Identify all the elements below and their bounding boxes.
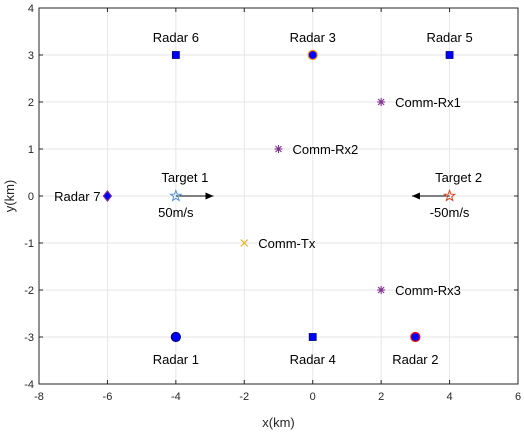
- point-label: Target 2: [435, 170, 482, 185]
- marker-stroke: [377, 286, 385, 294]
- point-target-1: [169, 189, 183, 202]
- x-tick-label: -6: [103, 391, 113, 403]
- point-radar-5: [445, 51, 454, 59]
- point-label: Radar 4: [290, 352, 336, 367]
- point-target-2: [442, 189, 457, 202]
- point-radar-3: [307, 49, 318, 61]
- x-axis-label: x(km): [262, 415, 295, 430]
- point-label: Comm-Rx1: [395, 95, 461, 110]
- y-tick-label: -4: [24, 379, 34, 391]
- y-tick-label: -1: [24, 238, 34, 250]
- point-label: Comm-Tx: [258, 236, 316, 251]
- point-label: Comm-Rx2: [293, 142, 359, 157]
- marker-stroke: [240, 239, 249, 247]
- point-radar-4: [308, 333, 317, 341]
- data-points: [102, 49, 457, 343]
- point-label: Radar 3: [290, 30, 336, 45]
- velocity-label: -50m/s: [430, 205, 470, 220]
- x-tick-label: 0: [310, 391, 316, 403]
- point-comm-rx3: [377, 286, 386, 294]
- y-tick-label: 3: [28, 50, 34, 62]
- axis-ticks: -8 -6 -4 -2 0 2 4 6 -4 -3 -2 -1 0 1 2 3 4: [24, 3, 521, 403]
- arrow-head: [205, 192, 214, 200]
- x-tick-label: -4: [171, 391, 181, 403]
- marker-stroke: [275, 145, 282, 153]
- point-labels: Radar 1 Radar 2 Radar 3 Radar 4 Radar 5 Radar…: [54, 30, 482, 367]
- x-tick-label: 2: [378, 391, 384, 403]
- point-radar-6: [171, 51, 180, 59]
- y-tick-label: 0: [28, 191, 34, 203]
- x-tick-label: 6: [515, 391, 521, 403]
- point-label: Radar 7: [54, 189, 100, 204]
- y-tick-label: -2: [24, 285, 34, 297]
- x-tick-label: -2: [239, 391, 249, 403]
- point-comm-rx2: [274, 145, 283, 153]
- marker-stroke: [377, 98, 385, 106]
- velocity-arrows: 50m/s -50m/s: [158, 192, 470, 220]
- point-label: Comm-Rx3: [395, 283, 461, 298]
- x-tick-label: -8: [34, 391, 44, 403]
- point-radar-1: [170, 331, 181, 343]
- point-comm-tx: [240, 239, 249, 247]
- y-tick-label: -3: [24, 332, 34, 344]
- point-label: Radar 5: [426, 30, 472, 45]
- velocity-label: 50m/s: [158, 205, 194, 220]
- point-label: Radar 1: [153, 352, 199, 367]
- point-comm-rx1: [377, 98, 386, 106]
- arrow-head: [411, 192, 420, 200]
- x-tick-label: 4: [447, 391, 453, 403]
- point-radar-2: [410, 331, 421, 343]
- y-tick-label: 4: [28, 3, 34, 15]
- y-tick-label: 1: [28, 144, 34, 156]
- point-radar-7: [102, 190, 113, 202]
- y-tick-label: 2: [28, 97, 34, 109]
- point-label: Radar 2: [392, 352, 438, 367]
- y-axis-label: y(km): [2, 180, 17, 213]
- point-label: Radar 6: [153, 30, 199, 45]
- point-label: Target 1: [161, 170, 208, 185]
